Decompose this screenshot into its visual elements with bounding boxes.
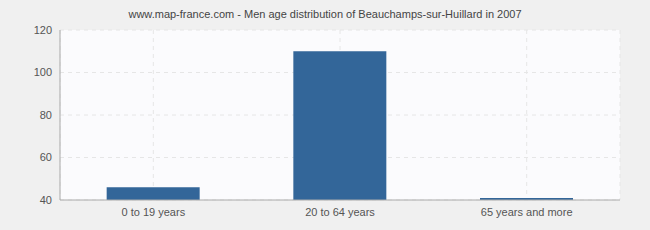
svg-text:60: 60	[40, 151, 52, 163]
svg-text:40: 40	[40, 194, 52, 206]
svg-text:20 to 64 years: 20 to 64 years	[305, 206, 375, 218]
svg-text:65 years and more: 65 years and more	[481, 206, 573, 218]
svg-text:100: 100	[34, 66, 52, 78]
svg-text:120: 120	[34, 24, 52, 36]
html-text:www.map-france.com - Men age d: www.map-france.com - Men age distributio…	[128, 8, 522, 20]
svg-text:80: 80	[40, 109, 52, 121]
svg-text:0 to 19 years: 0 to 19 years	[122, 206, 186, 218]
